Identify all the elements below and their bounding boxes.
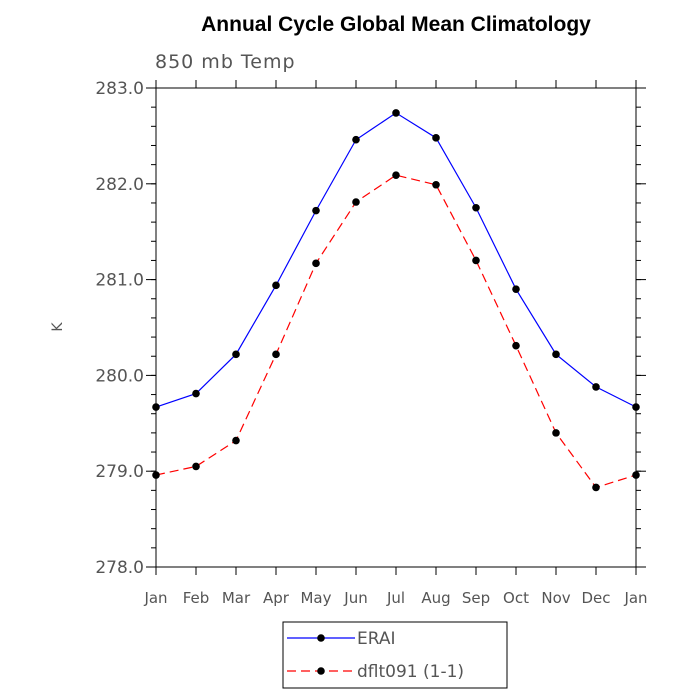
plot-frame xyxy=(155,87,637,568)
data-point xyxy=(472,256,480,265)
data-point xyxy=(512,285,520,293)
data-point xyxy=(592,483,600,492)
x-tick-label: Jun xyxy=(343,589,367,607)
x-tick-label: Oct xyxy=(503,589,529,607)
x-tick-label: Mar xyxy=(222,589,251,607)
y-tick-label: 281.0 xyxy=(95,271,144,291)
y-tick-label: 283.0 xyxy=(95,79,144,99)
y-tick-label: 278.0 xyxy=(95,558,144,578)
x-tick-label: Feb xyxy=(183,589,210,607)
data-point xyxy=(352,198,360,206)
x-tick-label: Jan xyxy=(623,589,647,607)
x-tick-label: Aug xyxy=(421,589,450,607)
legend: ERAI dflt091 (1-1) xyxy=(282,621,508,689)
legend-box xyxy=(282,621,508,689)
legend-label: ERAI xyxy=(357,629,396,649)
chart-subtitle: 850 mb Temp xyxy=(155,51,296,73)
data-point xyxy=(312,259,320,268)
data-point xyxy=(392,109,400,117)
data-point xyxy=(272,350,280,359)
data-point xyxy=(432,134,440,142)
data-point xyxy=(232,350,240,359)
x-tick-label: Jul xyxy=(386,589,405,607)
x-tick-label: Jan xyxy=(143,589,167,607)
data-point xyxy=(312,206,320,215)
series-1 xyxy=(152,171,640,492)
x-tick-label: Apr xyxy=(263,589,290,607)
y-tick-label: 279.0 xyxy=(95,462,144,482)
series-0 xyxy=(152,109,640,411)
data-point xyxy=(512,341,520,350)
legend-marker xyxy=(317,634,325,642)
data-point xyxy=(272,281,280,290)
series-layer xyxy=(152,109,640,492)
data-point xyxy=(552,350,560,359)
y-tick-label: 282.0 xyxy=(95,175,144,195)
data-point xyxy=(632,403,640,411)
data-point xyxy=(552,429,560,437)
y-axis-label: K xyxy=(50,322,66,332)
y-tick-label: 280.0 xyxy=(95,366,144,386)
x-tick-label: May xyxy=(300,589,331,607)
series-line xyxy=(155,174,637,489)
axes: 278.0 279.0 280.0 281.0 282.0 283.0 Jan Feb Mar A… xyxy=(95,79,647,607)
x-tick-label: Sep xyxy=(462,589,490,607)
series-line xyxy=(155,112,637,408)
data-point xyxy=(152,471,160,479)
data-point xyxy=(472,203,480,212)
chart-title: Annual Cycle Global Mean Climatology xyxy=(201,13,591,36)
data-point xyxy=(192,389,200,398)
data-point xyxy=(392,171,400,179)
data-point xyxy=(152,403,160,411)
x-tick-label: Nov xyxy=(541,589,570,607)
legend-marker xyxy=(317,667,325,675)
data-point xyxy=(232,436,240,445)
data-point xyxy=(432,180,440,189)
x-tick-label: Dec xyxy=(581,589,610,607)
data-point xyxy=(352,135,360,144)
data-point xyxy=(592,383,600,391)
data-point xyxy=(632,471,640,479)
data-point xyxy=(192,462,200,471)
legend-label: dflt091 (1-1) xyxy=(357,662,464,682)
